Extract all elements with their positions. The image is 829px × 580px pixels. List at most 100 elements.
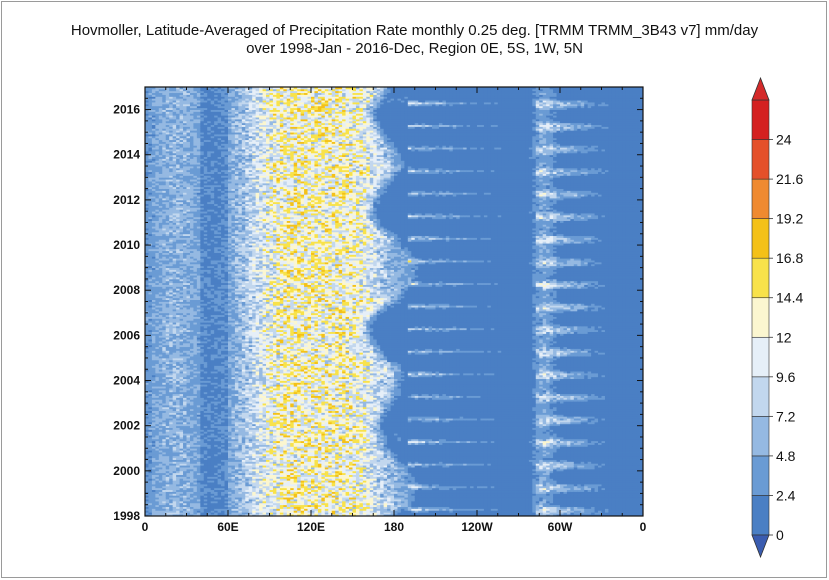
- heatmap-cell: [158, 435, 163, 438]
- heatmap-cell: [162, 160, 167, 163]
- heatmap-cell: [183, 506, 187, 509]
- heatmap-cell: [165, 102, 170, 105]
- heatmap-cell: [165, 216, 170, 220]
- heatmap-cell: [145, 425, 149, 428]
- heatmap-cell: [169, 374, 174, 378]
- heatmap-cell: [158, 211, 163, 214]
- heatmap-cell: [148, 115, 153, 118]
- heatmap-cell: [158, 495, 163, 498]
- heatmap-cell: [176, 310, 180, 314]
- heatmap-cell: [172, 139, 177, 142]
- heatmap-cell: [176, 220, 180, 223]
- heatmap-cell: [145, 237, 149, 240]
- heatmap-cell: [169, 282, 174, 285]
- heatmap-cell: [148, 237, 153, 240]
- heatmap-cell: [151, 416, 156, 419]
- heatmap-cell: [183, 380, 187, 383]
- heatmap-cell: [165, 184, 170, 188]
- heatmap-cell: [165, 109, 170, 112]
- heatmap-cell: [169, 271, 174, 274]
- heatmap-cell: [158, 309, 163, 312]
- heatmap-cell: [158, 213, 163, 216]
- heatmap-cell: [179, 250, 184, 253]
- heatmap-cell: [155, 312, 160, 316]
- heatmap-cell: [151, 500, 156, 504]
- heatmap-cell: [165, 510, 170, 513]
- heatmap-cell: [165, 235, 170, 238]
- heatmap-cell: [145, 166, 149, 169]
- heatmap-cell: [158, 408, 163, 412]
- heatmap-cell: [186, 346, 191, 349]
- heatmap-cell: [155, 150, 160, 154]
- heatmap-cell: [158, 502, 163, 506]
- heatmap-cell: [186, 237, 191, 240]
- heatmap-cell: [158, 273, 163, 276]
- heatmap-cell: [151, 107, 156, 110]
- heatmap-cell: [155, 380, 160, 383]
- heatmap-cell: [179, 87, 184, 90]
- heatmap-cell: [145, 299, 149, 302]
- heatmap-cell: [162, 474, 167, 477]
- heatmap-cell: [155, 137, 160, 141]
- heatmap-cell: [186, 380, 191, 383]
- heatmap-cell: [169, 162, 174, 165]
- heatmap-cell: [162, 102, 167, 105]
- heatmap-cell: [148, 436, 153, 440]
- heatmap-cell: [172, 468, 177, 472]
- heatmap-cell: [183, 363, 187, 366]
- heatmap-cell: [176, 267, 180, 270]
- heatmap-cell: [183, 448, 187, 451]
- heatmap-cell: [155, 322, 160, 325]
- heatmap-cell: [151, 341, 156, 344]
- heatmap-cell: [172, 228, 177, 231]
- heatmap-cell: [169, 397, 174, 400]
- heatmap-cell: [183, 258, 187, 261]
- heatmap-cell: [183, 491, 187, 494]
- heatmap-cell: [151, 209, 156, 212]
- heatmap-cell: [158, 246, 163, 250]
- heatmap-cell: [148, 288, 153, 291]
- heatmap-cell: [169, 459, 174, 462]
- heatmap-cell: [158, 474, 163, 477]
- heatmap-cell: [169, 286, 174, 289]
- heatmap-cell: [165, 171, 170, 174]
- heatmap-cell: [172, 231, 177, 235]
- heatmap-cell: [183, 277, 187, 280]
- heatmap-cell: [176, 418, 180, 421]
- heatmap-cell: [165, 282, 170, 285]
- heatmap-cell: [151, 395, 156, 398]
- heatmap-cell: [183, 429, 187, 432]
- heatmap-cell: [179, 139, 184, 142]
- heatmap-cell: [176, 342, 180, 346]
- heatmap-cell: [179, 418, 184, 421]
- heatmap-cell: [176, 450, 180, 453]
- heatmap-cell: [172, 404, 177, 408]
- heatmap-cell: [155, 117, 160, 120]
- heatmap-cell: [145, 201, 149, 205]
- heatmap-cell: [158, 158, 163, 161]
- heatmap-cell: [145, 472, 149, 475]
- heatmap-cell: [148, 260, 153, 263]
- heatmap-cell: [179, 309, 184, 312]
- heatmap-cell: [158, 222, 163, 225]
- heatmap-cell: [165, 122, 170, 126]
- heatmap-cell: [183, 109, 187, 112]
- heatmap-cell: [148, 248, 153, 252]
- heatmap-cell: [186, 382, 191, 385]
- heatmap-cell: [172, 175, 177, 178]
- heatmap-cell: [186, 288, 191, 291]
- heatmap-cell: [151, 314, 156, 317]
- heatmap-cell: [148, 156, 153, 159]
- heatmap-cell: [148, 167, 153, 171]
- heatmap-cell: [186, 233, 191, 237]
- heatmap-cell: [162, 361, 167, 364]
- heatmap-cell: [183, 467, 187, 470]
- heatmap-cell: [158, 316, 163, 319]
- heatmap-cell: [151, 269, 156, 272]
- heatmap-cell: [162, 352, 167, 355]
- heatmap-cell: [145, 207, 149, 210]
- heatmap-cell: [155, 220, 160, 223]
- heatmap-cell: [176, 141, 180, 144]
- heatmap-cell: [169, 218, 174, 221]
- heatmap-cell: [158, 186, 163, 189]
